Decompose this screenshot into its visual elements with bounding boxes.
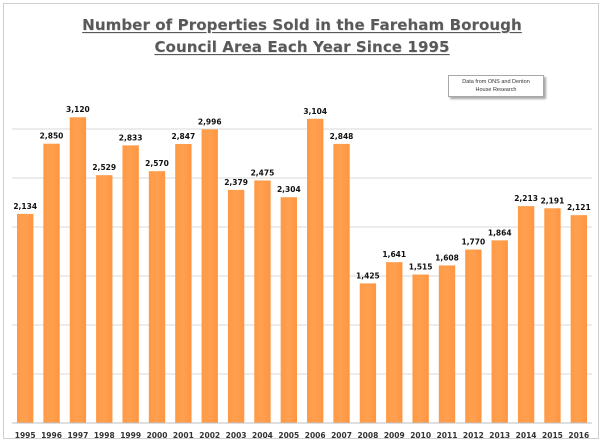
x-tick-label: 2005 bbox=[278, 431, 299, 440]
bar bbox=[43, 143, 60, 423]
bar bbox=[17, 213, 34, 423]
bar bbox=[412, 274, 429, 423]
bar bbox=[227, 189, 245, 423]
bar bbox=[96, 175, 113, 423]
x-tick-label: 2010 bbox=[410, 431, 431, 440]
value-label: 3,104 bbox=[303, 107, 327, 116]
source-note-line-1: Data from ONS and Denton bbox=[462, 79, 530, 85]
x-tick-label: 2008 bbox=[357, 431, 378, 440]
x-tick-label: 2003 bbox=[226, 431, 247, 440]
x-tick-label: 1996 bbox=[41, 431, 62, 440]
bar bbox=[544, 208, 561, 423]
value-label: 2,850 bbox=[40, 132, 64, 141]
x-tick-label: 1997 bbox=[67, 431, 88, 440]
x-tick-label: 1998 bbox=[94, 431, 115, 440]
value-label: 1,641 bbox=[382, 250, 406, 259]
value-label: 2,121 bbox=[567, 203, 591, 212]
bar bbox=[465, 249, 482, 423]
x-tick-label: 2013 bbox=[489, 431, 510, 440]
x-tick-label: 2006 bbox=[305, 431, 326, 440]
bar bbox=[491, 240, 508, 423]
bar bbox=[254, 180, 271, 423]
bar bbox=[307, 118, 324, 424]
bar bbox=[570, 215, 587, 423]
value-label: 2,379 bbox=[224, 178, 248, 187]
bar bbox=[280, 197, 297, 423]
bar bbox=[438, 265, 456, 423]
value-label: 2,213 bbox=[514, 194, 538, 203]
source-note: Data from ONS and Denton House Research bbox=[448, 75, 544, 97]
value-label: 2,570 bbox=[145, 159, 169, 168]
x-tick-label: 2002 bbox=[199, 431, 220, 440]
value-label: 1,770 bbox=[461, 238, 485, 247]
value-label: 1,864 bbox=[488, 228, 512, 237]
bar bbox=[69, 117, 87, 424]
x-tick-label: 2011 bbox=[437, 431, 458, 440]
x-tick-label: 2014 bbox=[516, 431, 537, 440]
value-label: 2,304 bbox=[277, 185, 301, 194]
chart-title-line-2: Council Area Each Year Since 1995 bbox=[154, 38, 450, 56]
x-tick-label: 1999 bbox=[120, 431, 141, 440]
bar bbox=[122, 145, 139, 423]
value-label: 2,848 bbox=[330, 132, 354, 141]
value-label: 2,996 bbox=[198, 117, 222, 126]
x-tick-label: 2001 bbox=[173, 431, 194, 440]
x-tick-label: 1995 bbox=[15, 431, 36, 440]
x-tick-label: 2007 bbox=[331, 431, 352, 440]
x-tick-label: 2004 bbox=[252, 431, 273, 440]
x-tick-label: 2016 bbox=[568, 431, 589, 440]
value-label: 1,515 bbox=[409, 263, 433, 272]
bar bbox=[175, 143, 192, 423]
x-tick-label: 2012 bbox=[463, 431, 484, 440]
value-label: 2,529 bbox=[92, 163, 116, 172]
value-label: 1,425 bbox=[356, 271, 380, 280]
value-label: 2,134 bbox=[13, 202, 37, 211]
chart-title-line-1: Number of Properties Sold in the Fareham… bbox=[82, 16, 522, 34]
x-tick-label: 2000 bbox=[147, 431, 168, 440]
bar bbox=[359, 283, 377, 423]
bar bbox=[333, 143, 350, 423]
bar bbox=[517, 206, 535, 423]
value-label: 1,608 bbox=[435, 253, 459, 262]
value-label: 2,475 bbox=[251, 168, 275, 177]
value-label: 2,833 bbox=[119, 133, 143, 142]
bar bbox=[201, 129, 218, 423]
x-tick-label: 2015 bbox=[542, 431, 563, 440]
value-label: 3,120 bbox=[66, 105, 90, 114]
bar bbox=[148, 171, 166, 423]
value-label: 2,191 bbox=[541, 196, 565, 205]
x-tick-label: 2009 bbox=[384, 431, 405, 440]
bar bbox=[386, 262, 403, 423]
source-note-line-2: House Research bbox=[475, 87, 517, 93]
value-label: 2,847 bbox=[171, 132, 195, 141]
